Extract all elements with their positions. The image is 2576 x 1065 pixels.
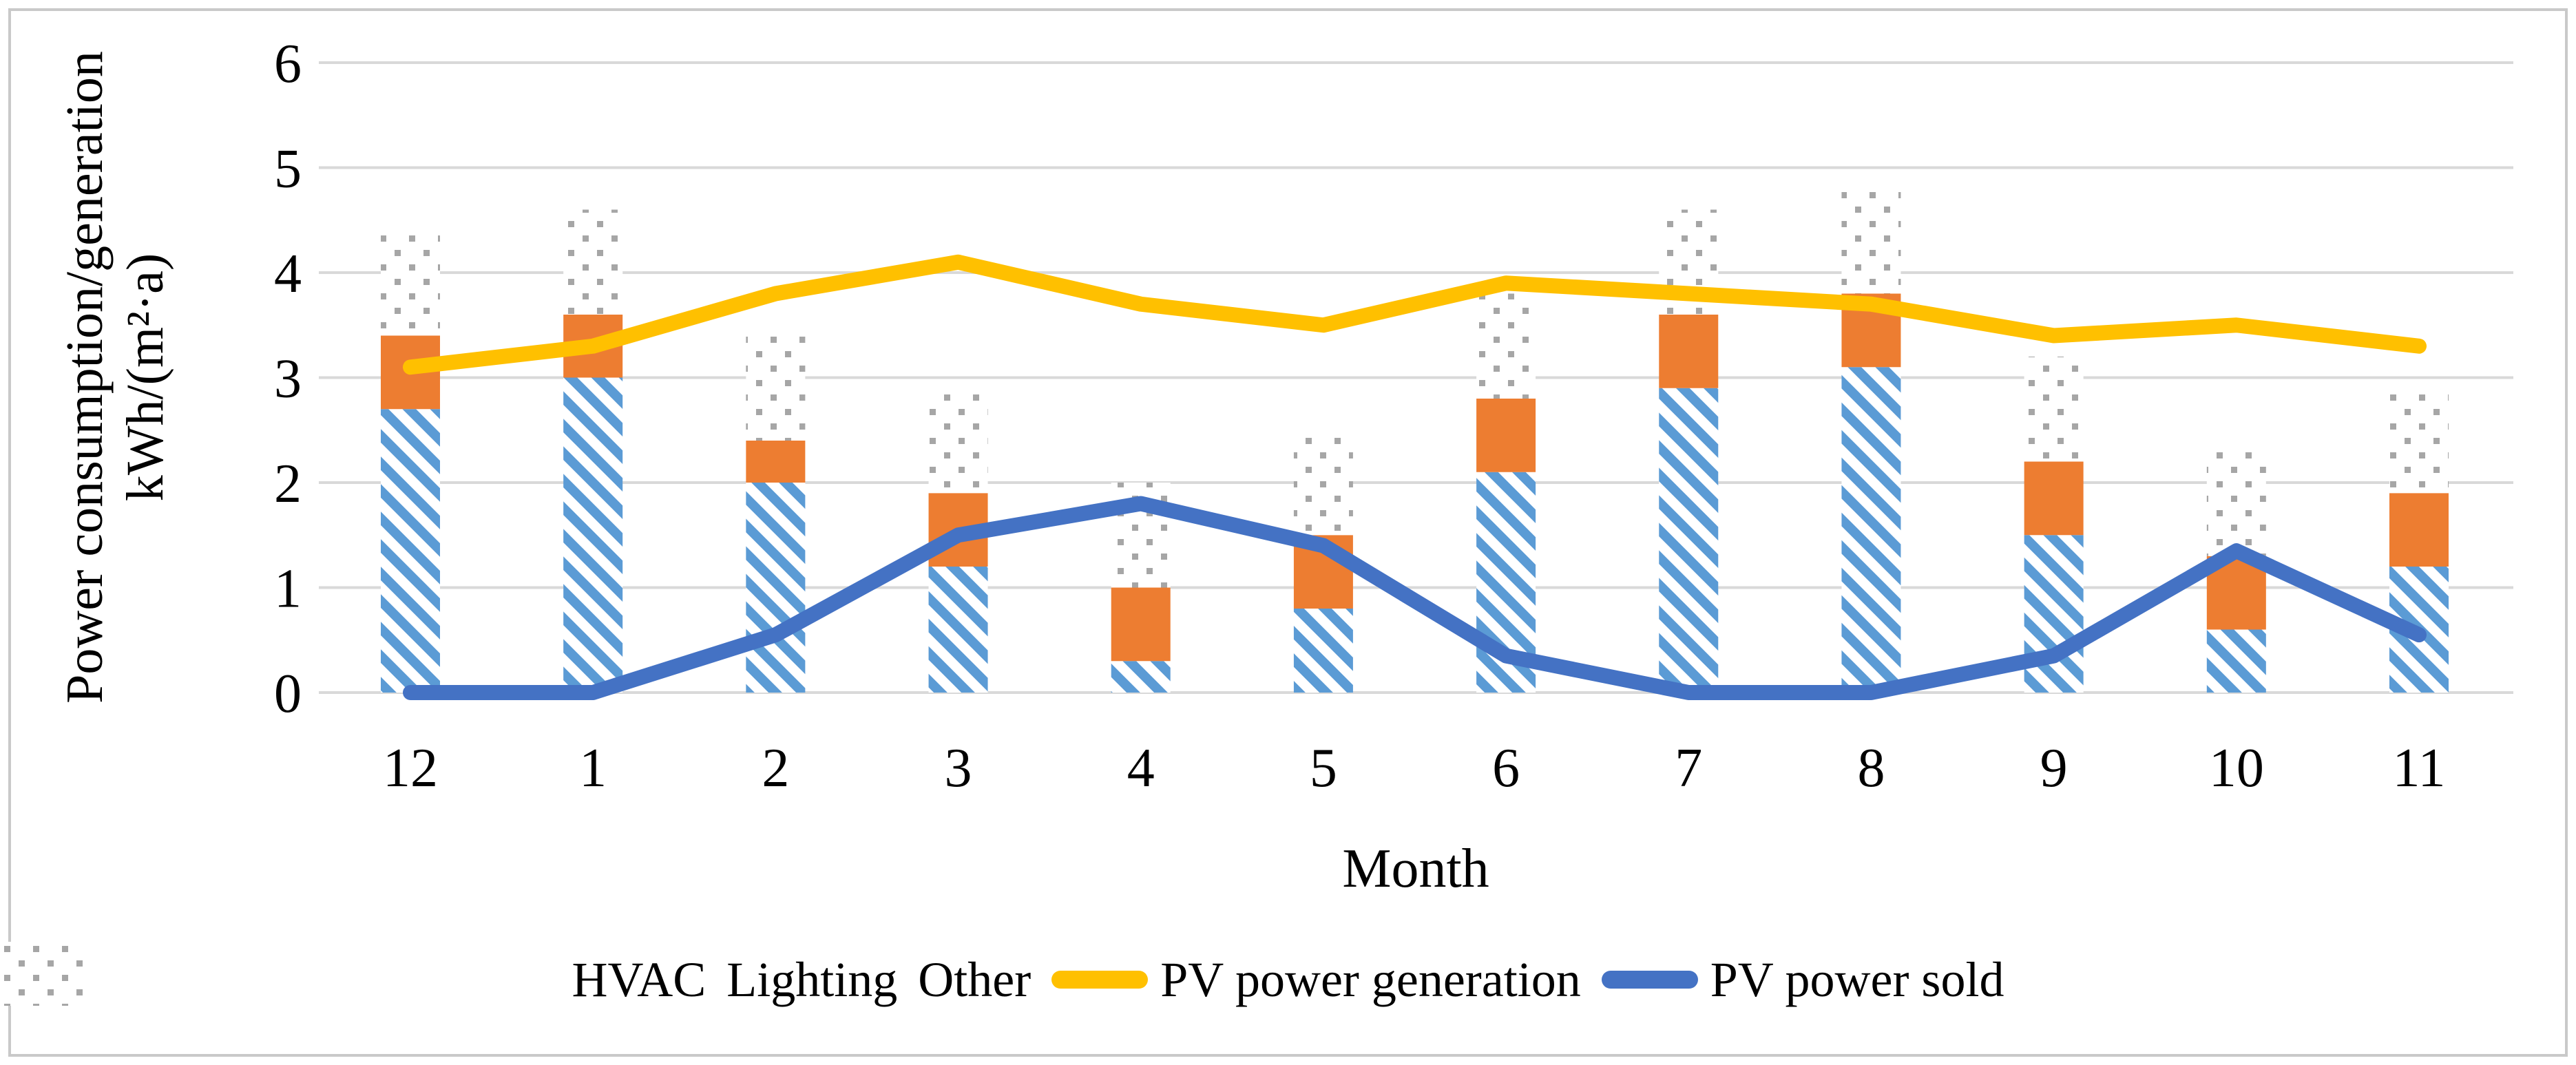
x-tick-label: 12 xyxy=(383,738,438,799)
legend-line-swatch xyxy=(1051,971,1149,989)
legend-item-other: Other xyxy=(0,942,1032,1009)
y-tick-label: 4 xyxy=(274,244,302,304)
legend-item-pv-power-generation: PV power generation xyxy=(1051,951,1581,1009)
bar-lighting-m2 xyxy=(746,441,806,483)
bar-other-m5 xyxy=(1293,430,1353,536)
gridlines xyxy=(319,61,2513,694)
bar-other-m11 xyxy=(2389,388,2449,494)
x-tick-label: 7 xyxy=(1675,738,1702,799)
bar-other-m8 xyxy=(1841,189,1901,294)
x-tick-label: 2 xyxy=(762,738,789,799)
bar-hvac-m1 xyxy=(563,377,623,693)
bar-hvac-m7 xyxy=(1659,388,1719,693)
x-tick-label: 6 xyxy=(1492,738,1520,799)
legend-label: HVAC xyxy=(572,951,706,1007)
y-tick-label: 0 xyxy=(274,664,302,724)
bar-lighting-m7 xyxy=(1659,315,1719,388)
x-tick-label: 8 xyxy=(1857,738,1885,799)
bar-lighting-m6 xyxy=(1476,399,1536,472)
y-tick-label: 3 xyxy=(274,349,302,410)
y-tick-label: 6 xyxy=(274,34,302,94)
bar-hvac-m12 xyxy=(381,409,440,693)
stacked-bars xyxy=(381,189,2449,693)
bar-hvac-m2 xyxy=(746,483,806,693)
x-tick-labels: 12 1 2 3 4 5 6 7 8 9 10 11 xyxy=(383,738,2446,799)
pv-power-sold-line xyxy=(403,496,2427,700)
bar-other-m12 xyxy=(381,231,440,336)
x-tick-label: 3 xyxy=(945,738,972,799)
y-tick-labels: 0 1 2 3 4 5 6 xyxy=(274,34,302,724)
pv-power-generation-line xyxy=(403,254,2427,375)
bar-hvac-m4 xyxy=(1111,661,1171,693)
x-axis-title: Month xyxy=(1342,839,1489,899)
y-tick-label: 1 xyxy=(274,559,302,620)
x-tick-label: 5 xyxy=(1310,738,1337,799)
bar-other-m1 xyxy=(563,209,623,315)
x-tick-label: 10 xyxy=(2209,738,2264,799)
y-axis-title-line2: kWh/(m²·a) xyxy=(116,253,174,501)
legend-item-hvac: HVAC xyxy=(0,942,706,1009)
bar-hvac-m8 xyxy=(1841,367,1901,693)
y-axis-title-line1: Power consumption/generation xyxy=(56,51,114,704)
legend-swatch-dots xyxy=(0,942,86,1006)
bar-hvac-m5 xyxy=(1293,609,1353,693)
bar-hvac-m3 xyxy=(928,567,988,693)
bar-other-m9 xyxy=(2024,357,2084,462)
x-tick-label: 1 xyxy=(579,738,607,799)
legend-label: PV power generation xyxy=(1160,951,1581,1007)
legend-label: Lighting xyxy=(726,951,898,1007)
bar-other-m6 xyxy=(1476,293,1536,399)
bar-lighting-m4 xyxy=(1111,587,1171,662)
bar-other-m2 xyxy=(746,335,806,441)
legend-line-swatch xyxy=(1601,971,1698,989)
bar-lighting-m9 xyxy=(2024,461,2084,536)
x-tick-label: 9 xyxy=(2040,738,2068,799)
bar-hvac-m10 xyxy=(2206,629,2266,693)
legend-label: Other xyxy=(918,951,1032,1007)
bar-lighting-m11 xyxy=(2389,493,2449,567)
bar-other-m3 xyxy=(928,388,988,494)
legend-label: PV power sold xyxy=(1710,951,2004,1007)
y-tick-label: 5 xyxy=(274,139,302,200)
bar-hvac-m9 xyxy=(2024,535,2084,693)
data-lines xyxy=(403,254,2427,700)
y-tick-label: 2 xyxy=(274,454,302,514)
x-tick-label: 4 xyxy=(1127,738,1155,799)
legend-item-lighting: Lighting xyxy=(0,942,898,1009)
bar-other-m10 xyxy=(2206,451,2266,556)
x-tick-label: 11 xyxy=(2392,738,2445,799)
legend: HVAC Lighting Other PV power generation PV p… xyxy=(0,942,2576,1017)
legend-item-pv-power-sold: PV power sold xyxy=(1601,951,2004,1009)
